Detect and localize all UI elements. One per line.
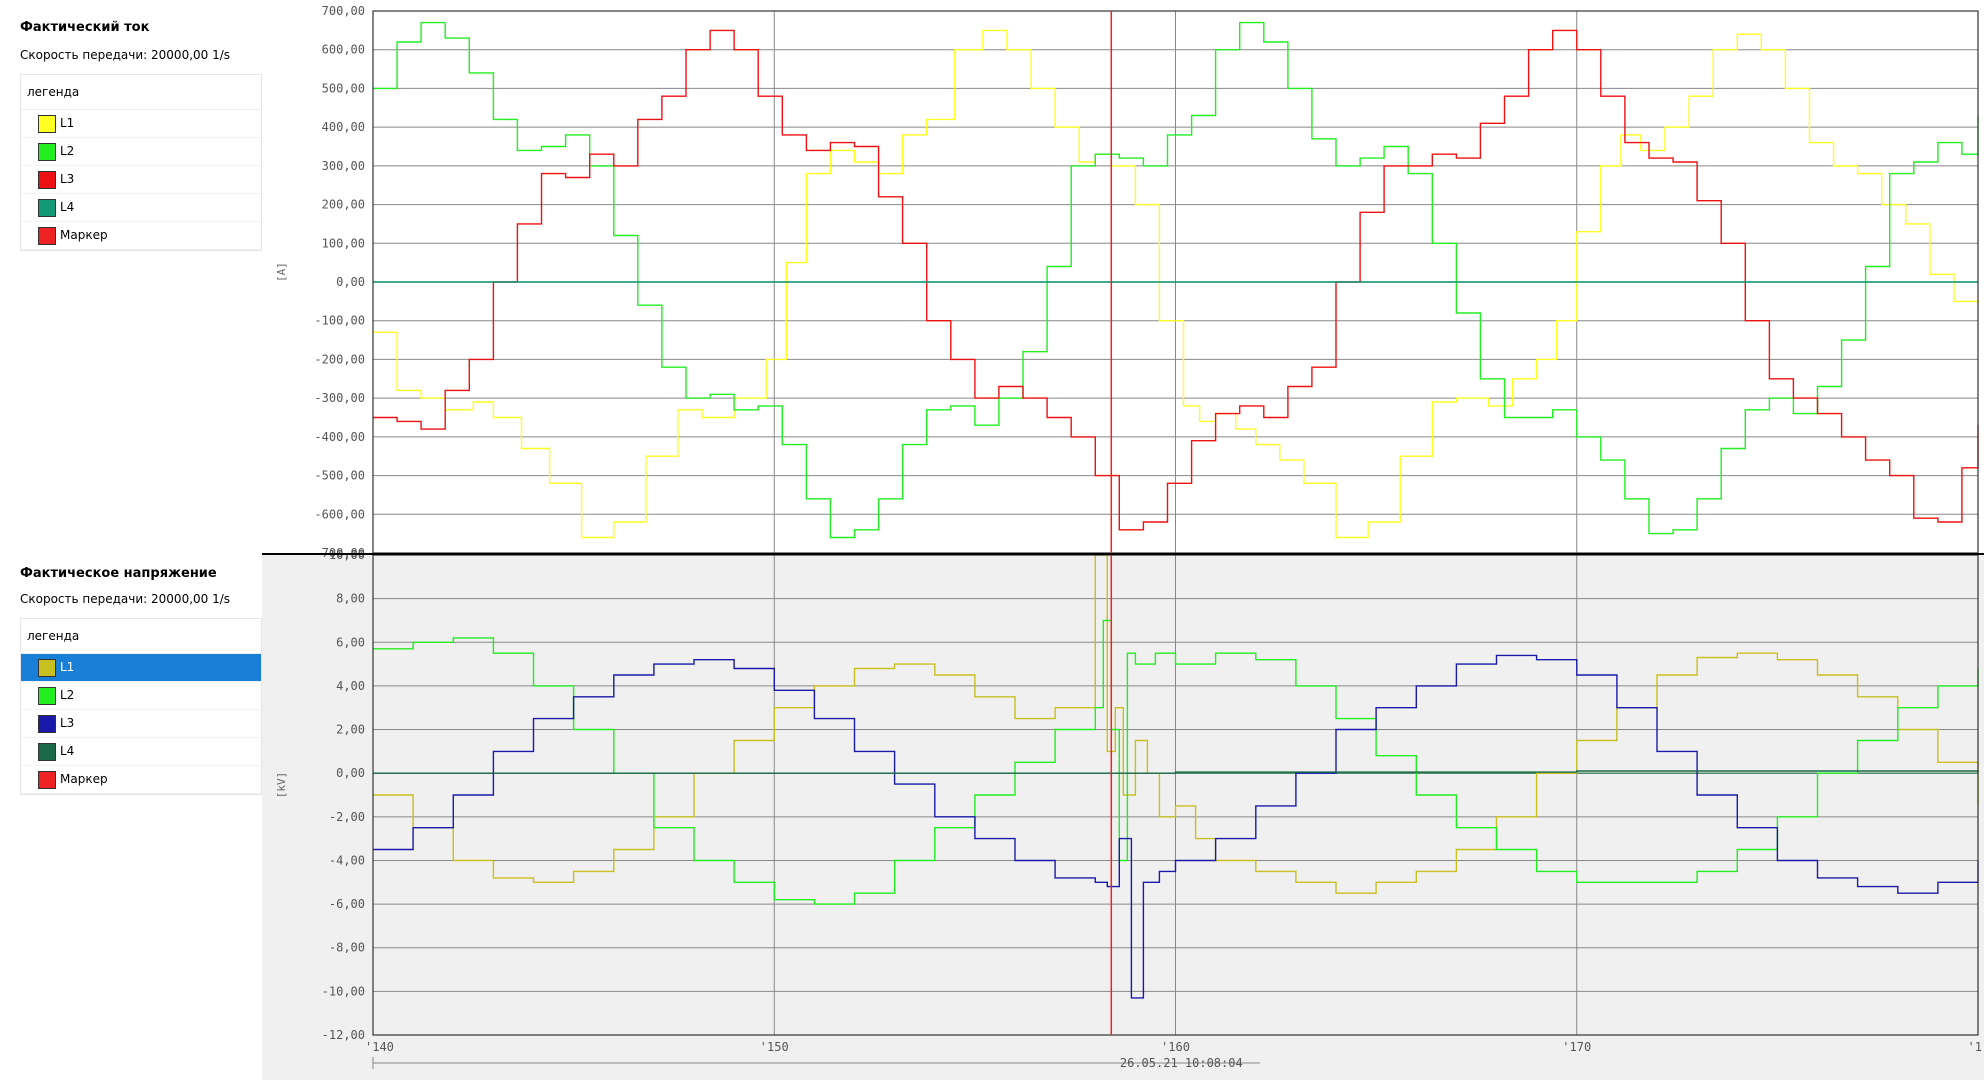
- current-legend-item-l4[interactable]: L4: [21, 194, 261, 222]
- voltage-y-tick-label: -6,00: [329, 897, 365, 911]
- legend-label: L1: [60, 660, 75, 674]
- legend-swatch: [38, 170, 56, 189]
- legend-swatch: [38, 198, 56, 217]
- legend-swatch: [38, 114, 56, 133]
- voltage-legend-item-l1[interactable]: L1: [21, 654, 261, 682]
- voltage-y-tick-label: -12,00: [322, 1028, 365, 1042]
- voltage-y-tick-label: 2,00: [336, 723, 365, 737]
- voltage-y-tick-label: 6,00: [336, 635, 365, 649]
- voltage-y-tick-label: 4,00: [336, 679, 365, 693]
- x-tick-label: '170: [1562, 1040, 1591, 1054]
- voltage-y-tick-label: -10,00: [322, 984, 365, 998]
- legend-swatch: [38, 142, 56, 161]
- legend-label: L4: [60, 744, 75, 758]
- current-y-tick-label: 100,00: [322, 236, 365, 250]
- current-legend-item-l2[interactable]: L2: [21, 138, 261, 166]
- voltage-legend: легенда L1 L2 L3 L4 Маркер: [20, 618, 262, 795]
- legend-label: L4: [60, 200, 75, 214]
- legend-swatch: [38, 686, 56, 705]
- voltage-legend-items: L1 L2 L3 L4 Маркер: [21, 654, 261, 794]
- legend-label: L3: [60, 172, 75, 186]
- voltage-panel-sidebar: Фактическое напряжение Скорость передачи…: [0, 556, 263, 1080]
- voltage-y-axis-label: [kV]: [275, 772, 288, 799]
- voltage-legend-header: легенда: [21, 619, 261, 654]
- voltage-legend-item-l3[interactable]: L3: [21, 710, 261, 738]
- voltage-y-tick-label: 0,00: [336, 766, 365, 780]
- legend-label: Маркер: [60, 772, 108, 786]
- current-series-l2: [373, 21, 1979, 539]
- legend-label: L1: [60, 116, 75, 130]
- voltage-series-l4: [373, 770, 1979, 774]
- voltage-legend-item-l2[interactable]: L2: [21, 682, 261, 710]
- current-y-tick-label: 0,00: [336, 275, 365, 289]
- current-legend-item-l1[interactable]: L1: [21, 110, 261, 138]
- legend-swatch: [38, 714, 56, 733]
- x-tick-label: '140: [365, 1040, 394, 1054]
- voltage-y-tick-label: 8,00: [336, 592, 365, 606]
- x-tick-label: '150: [760, 1040, 789, 1054]
- current-panel-sidebar: Фактический ток Скорость передачи: 20000…: [0, 0, 263, 555]
- current-legend-items: L1 L2 L3 L4 Маркер: [21, 110, 261, 250]
- voltage-legend-item-l4[interactable]: L4: [21, 738, 261, 766]
- voltage-chart-background: [262, 555, 1984, 1080]
- current-legend: легенда L1 L2 L3 L4 Маркер: [20, 74, 262, 251]
- voltage-legend-item-маркер[interactable]: Маркер: [21, 766, 261, 794]
- current-legend-item-маркер[interactable]: Маркер: [21, 222, 261, 250]
- legend-label: L2: [60, 688, 75, 702]
- current-y-tick-label: -500,00: [314, 469, 365, 483]
- current-y-tick-label: -300,00: [314, 391, 365, 405]
- current-legend-item-l3[interactable]: L3: [21, 166, 261, 194]
- legend-swatch: [38, 658, 56, 677]
- x-tick-label: '1: [1968, 1040, 1982, 1054]
- current-y-tick-label: -600,00: [314, 507, 365, 521]
- timestamp-label: 26.05.21 10:08:04: [1120, 1056, 1243, 1070]
- current-panel-title: Фактический ток: [20, 20, 150, 35]
- current-y-tick-label: 200,00: [322, 198, 365, 212]
- current-panel-rate: Скорость передачи: 20000,00 1/s: [20, 48, 231, 62]
- current-y-axis-label: [A]: [275, 262, 288, 282]
- voltage-panel-title: Фактическое напряжение: [20, 566, 217, 581]
- current-legend-header: легенда: [21, 75, 261, 110]
- legend-label: Маркер: [60, 228, 108, 242]
- voltage-y-tick-label: -8,00: [329, 941, 365, 955]
- current-series-l1: [373, 29, 1979, 539]
- voltage-panel-rate: Скорость передачи: 20000,00 1/s: [20, 592, 231, 606]
- current-chart-background: [262, 0, 1984, 555]
- legend-swatch: [38, 770, 56, 789]
- current-y-tick-label: -400,00: [314, 430, 365, 444]
- current-y-tick-label: 400,00: [322, 120, 365, 134]
- voltage-y-tick-label: -2,00: [329, 810, 365, 824]
- voltage-y-tick-label: -4,00: [329, 853, 365, 867]
- current-y-tick-label: -200,00: [314, 352, 365, 366]
- legend-label: L3: [60, 716, 75, 730]
- current-series-l3: [373, 29, 1979, 531]
- current-y-tick-label: 300,00: [322, 159, 365, 173]
- current-y-tick-label: 500,00: [322, 81, 365, 95]
- x-tick-label: '160: [1161, 1040, 1190, 1054]
- voltage-series-l3: [373, 654, 1979, 999]
- current-y-tick-label: 600,00: [322, 43, 365, 57]
- legend-swatch: [38, 742, 56, 761]
- legend-label: L2: [60, 144, 75, 158]
- voltage-series-l2: [373, 619, 1979, 905]
- legend-swatch: [38, 226, 56, 245]
- current-y-tick-label: -100,00: [314, 314, 365, 328]
- current-y-tick-label: 700,00: [322, 4, 365, 18]
